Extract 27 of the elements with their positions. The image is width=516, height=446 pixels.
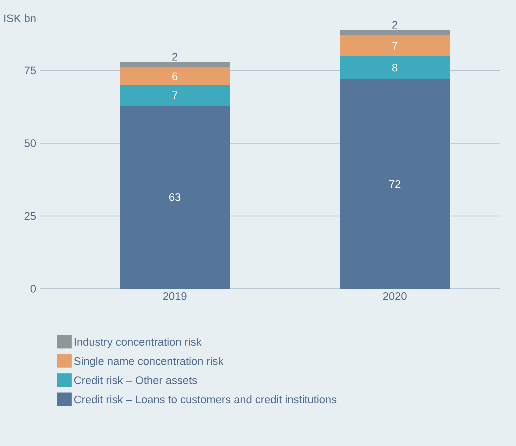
data-label: 2	[172, 53, 178, 61]
legend-label: Credit risk – Loans to customers and credit institutions	[74, 396, 337, 404]
data-label: 72	[390, 180, 401, 188]
data-label: 63	[170, 193, 181, 202]
bar	[120, 68, 230, 86]
y-tick-label: 0	[30, 285, 36, 293]
data-label: 8	[392, 64, 398, 72]
y-tick-label: 50	[24, 140, 36, 148]
legend-label: Single name concentration risk	[74, 357, 224, 368]
data-label: 7	[172, 92, 178, 100]
bar	[120, 62, 230, 68]
data-label: 2	[392, 21, 398, 29]
bar	[120, 106, 230, 289]
bar	[120, 85, 230, 106]
y-axis-title: ISK bn	[4, 14, 36, 22]
legend-label: Industry concentration risk	[74, 338, 202, 348]
bar	[340, 79, 450, 289]
bar	[340, 30, 450, 36]
bar	[340, 36, 450, 56]
y-tick-label: 25	[24, 212, 36, 220]
x-tick-label: 2019	[163, 292, 187, 300]
bar	[340, 56, 450, 80]
data-label: 6	[172, 72, 178, 80]
legend-label: Credit risk – Other assets	[74, 376, 198, 384]
y-tick-label: 75	[24, 66, 36, 75]
data-label: 7	[392, 42, 398, 50]
x-tick-label: 2020	[383, 292, 407, 300]
